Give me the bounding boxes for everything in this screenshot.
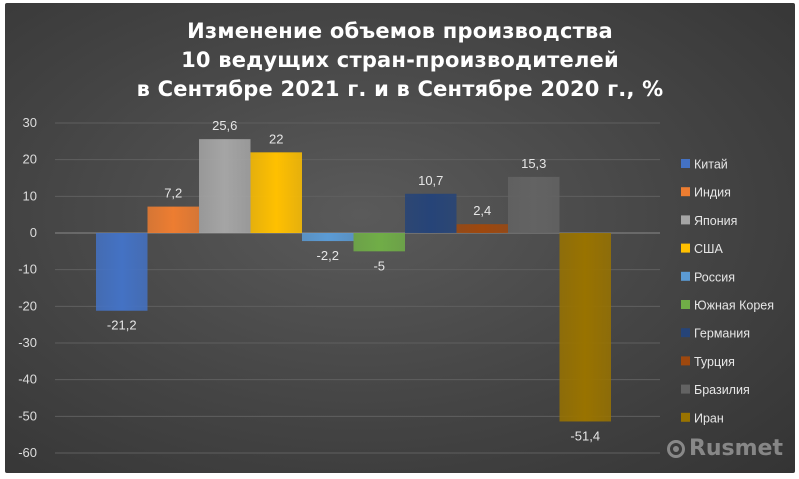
bar-9 bbox=[508, 176, 560, 233]
rusmet-logo-icon bbox=[666, 439, 685, 458]
y-tick-label: -50 bbox=[18, 408, 37, 423]
data-labels: -21,2 7,2 25,6 22 -2,2 -5 10,7 2,4 15,3 -51,4 bbox=[107, 118, 600, 443]
y-tick-label: -20 bbox=[18, 298, 37, 313]
bar-2 bbox=[147, 206, 199, 233]
legend-swatch-9 bbox=[681, 384, 690, 394]
chart-title-line-1: Изменение объемов производства bbox=[187, 19, 613, 43]
bar-6 bbox=[353, 233, 405, 252]
data-label-2: 7,2 bbox=[164, 186, 182, 201]
chart-title-line-3: в Сентябре 2021 г. и в Сентябре 2020 г.,… bbox=[136, 77, 664, 101]
legend-swatch-6 bbox=[681, 300, 690, 309]
bar-5 bbox=[302, 233, 354, 242]
y-tick-label: -30 bbox=[18, 335, 37, 350]
data-label-5: -2,2 bbox=[317, 248, 339, 263]
legend-swatch-10 bbox=[681, 412, 690, 422]
bar-3 bbox=[199, 139, 251, 233]
bars bbox=[96, 139, 611, 422]
chart-frame: Изменение объемов производства 10 ведущи… bbox=[5, 3, 795, 473]
legend-swatch-4 bbox=[681, 243, 690, 253]
legend-label-9: Бразилия bbox=[694, 383, 750, 397]
legend-label-8: Турция bbox=[694, 355, 735, 369]
bar-1 bbox=[96, 233, 148, 311]
chart-title: Изменение объемов производства 10 ведущи… bbox=[5, 17, 795, 104]
y-tick-label: -60 bbox=[18, 445, 37, 460]
y-tick-label: 0 bbox=[30, 225, 37, 240]
bar-10 bbox=[559, 233, 611, 422]
legend-label-3: Япония bbox=[694, 214, 737, 228]
legend-label-5: Россия bbox=[694, 270, 735, 284]
legend-swatch-2 bbox=[681, 187, 690, 197]
legend-swatch-7 bbox=[681, 328, 690, 338]
bar-7 bbox=[405, 193, 457, 233]
legend-label-1: Китай bbox=[694, 158, 728, 172]
legend-swatch-1 bbox=[681, 159, 690, 168]
y-tick-label: -10 bbox=[18, 262, 37, 277]
y-tick-label: 20 bbox=[23, 152, 37, 167]
bar-chart: 30 20 10 0 -10 -20 -30 -40 -50 -60 -21,2 7,2 25,6 22… bbox=[18, 115, 774, 460]
data-label-8: 2,4 bbox=[473, 203, 491, 218]
rusmet-watermark: Rusmet bbox=[666, 436, 783, 461]
legend-swatch-8 bbox=[681, 356, 690, 366]
legend-label-4: США bbox=[694, 242, 723, 256]
y-axis: 30 20 10 0 -10 -20 -30 -40 -50 -60 bbox=[18, 115, 37, 460]
legend-label-7: Германия bbox=[694, 327, 750, 341]
legend-label-2: Индия bbox=[694, 186, 731, 200]
data-label-1: -21,2 bbox=[107, 318, 137, 333]
data-label-7: 10,7 bbox=[418, 173, 443, 188]
y-tick-label: -40 bbox=[18, 372, 37, 387]
y-tick-label: 10 bbox=[23, 188, 37, 203]
bar-4 bbox=[250, 152, 302, 233]
legend-label-6: Южная Корея bbox=[694, 299, 774, 313]
bar-8 bbox=[456, 224, 508, 233]
legend-label-10: Иран bbox=[694, 411, 724, 425]
data-label-9: 15,3 bbox=[521, 156, 546, 171]
data-label-6: -5 bbox=[373, 258, 385, 273]
data-label-10: -51,4 bbox=[570, 428, 600, 443]
data-label-3: 25,6 bbox=[212, 118, 237, 133]
legend-swatch-3 bbox=[681, 215, 690, 225]
legend: Китай Индия Япония США Россия Южная Корея Герм… bbox=[681, 158, 774, 425]
legend-swatch-5 bbox=[681, 271, 690, 281]
watermark-text: Rusmet bbox=[688, 436, 783, 461]
chart-title-line-2: 10 ведущих стран-производителей bbox=[181, 48, 619, 72]
y-tick-label: 30 bbox=[23, 115, 37, 130]
data-label-4: 22 bbox=[269, 131, 283, 146]
